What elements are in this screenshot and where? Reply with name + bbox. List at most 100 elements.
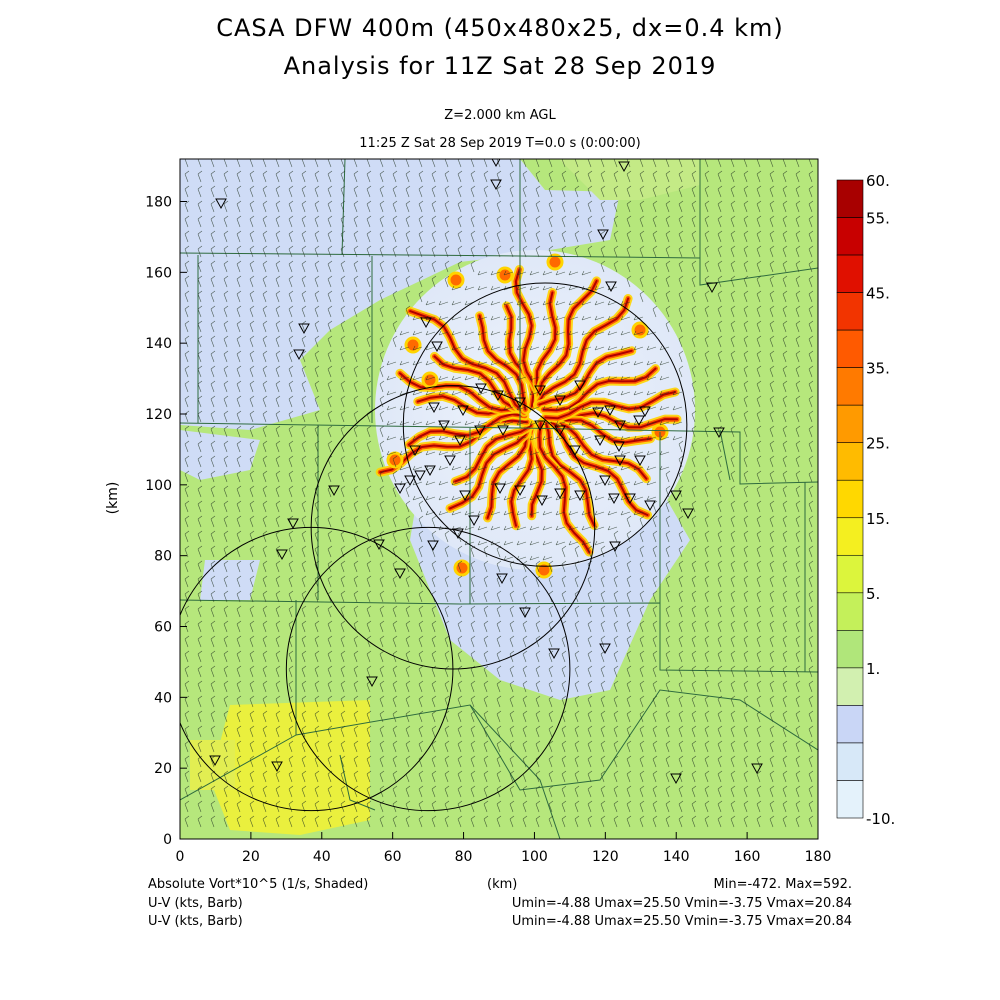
station-marker: [574, 380, 586, 392]
x-tick-label: 120: [592, 849, 619, 865]
station-marker: [394, 568, 406, 580]
vorticity-band-core: [538, 279, 598, 408]
colorbar-box: [836, 367, 864, 406]
station-marker: [614, 420, 626, 432]
vorticity-band-core: [544, 419, 596, 527]
colorbar-box: [836, 479, 864, 519]
colorbar-label: 35.: [866, 360, 890, 378]
y-axis-label: (km): [105, 482, 121, 515]
station-marker: [394, 483, 406, 495]
y-tick-label: 60: [154, 620, 172, 636]
station-marker: [491, 159, 501, 168]
station-marker: [594, 435, 606, 447]
vorticity-band-core: [542, 367, 657, 412]
station-marker: [639, 406, 651, 418]
colorbar-box: [836, 742, 864, 781]
vorticity-storm-cluster: [375, 253, 682, 579]
colorbar-box: [836, 442, 864, 481]
station-marker: [459, 490, 471, 502]
vorticity-band-core: [486, 420, 529, 519]
station-marker: [554, 488, 566, 500]
station-marker: [366, 676, 378, 688]
station-marker: [670, 490, 682, 502]
station-marker: [751, 763, 763, 775]
station-marker: [271, 761, 283, 773]
station-marker: [534, 420, 546, 432]
colorbar-box: [836, 554, 864, 594]
station-marker: [605, 281, 617, 293]
x-tick-label: 140: [663, 849, 690, 865]
station-marker: [490, 179, 502, 191]
vorticity-hotspot: [546, 253, 564, 271]
x-tick-label: 100: [521, 849, 548, 865]
green-patch-ne: [560, 160, 700, 200]
station-marker: [536, 495, 548, 507]
colorbar-box: [836, 592, 864, 631]
range-ring: [402, 282, 688, 567]
station-marker: [519, 607, 531, 619]
station-marker: [514, 397, 526, 409]
station-marker: [599, 475, 611, 487]
station-marker: [276, 549, 288, 561]
station-marker: [404, 475, 416, 487]
station-marker: [298, 323, 310, 335]
y-tick-label: 20: [154, 761, 172, 777]
station-marker: [569, 445, 581, 457]
colorbar-box: [836, 780, 864, 819]
station-marker: [474, 425, 486, 437]
vorticity-hotspot: [447, 271, 465, 289]
station-marker: [548, 648, 560, 660]
x-tick-label: 160: [734, 849, 761, 865]
station-markers: [209, 159, 763, 785]
wind-label-2: U-V (kts, Barb): [148, 914, 243, 929]
vorticity-band-core: [538, 422, 591, 553]
colorbar-box: [836, 517, 864, 556]
station-marker: [554, 425, 566, 437]
vorticity-band-core: [398, 372, 528, 412]
x-tick-label: 180: [805, 849, 832, 865]
station-marker: [574, 490, 586, 502]
station-marker: [215, 198, 227, 210]
y-tick-label: 140: [145, 336, 172, 352]
station-marker: [599, 643, 611, 655]
station-marker: [373, 539, 385, 551]
axes: 0 20 40 60 80 100 120 140 160 180 0 20 40 60 80 100 120 1…: [145, 195, 831, 866]
field-stats: Min=-472. Max=592.: [713, 877, 852, 892]
colorbar-box: [836, 292, 864, 331]
vorticity-hotspot: [496, 266, 514, 284]
station-marker: [618, 161, 630, 173]
station-marker: [613, 441, 625, 453]
colorbar-label: 45.: [866, 285, 890, 303]
station-marker: [534, 385, 546, 397]
station-marker: [328, 485, 340, 497]
station-marker: [608, 493, 620, 505]
station-marker: [496, 573, 508, 585]
vorticity-band-core: [409, 310, 526, 414]
county-boundaries: [180, 159, 818, 839]
vorticity-hotspot: [421, 371, 439, 389]
y-tick-label: 0: [163, 832, 172, 848]
vorticity-band-core: [543, 417, 649, 516]
station-marker: [409, 445, 421, 457]
station-marker: [497, 425, 509, 437]
colorbar-labels: 60. 55. 45. 35. 25. 15. 5. 1. -10.: [866, 172, 895, 828]
vorticity-hotspot: [404, 336, 422, 354]
colorbar-box: [836, 329, 864, 368]
y-tick-label: 160: [145, 265, 172, 281]
station-marker: [624, 493, 636, 505]
station-marker: [614, 455, 626, 467]
radar-range-rings: [180, 282, 688, 812]
range-ring: [285, 526, 571, 812]
vorticity-band-core: [433, 355, 528, 412]
map-field: [180, 159, 818, 839]
station-marker: [494, 483, 506, 495]
x-tick-label: 60: [384, 849, 402, 865]
colorbar-label: 5.: [866, 585, 880, 603]
station-marker: [457, 405, 469, 417]
vorticity-band-core: [407, 413, 526, 446]
station-marker: [609, 541, 621, 553]
colorbar-box: [836, 705, 864, 744]
wind-barb-field: [184, 159, 814, 828]
